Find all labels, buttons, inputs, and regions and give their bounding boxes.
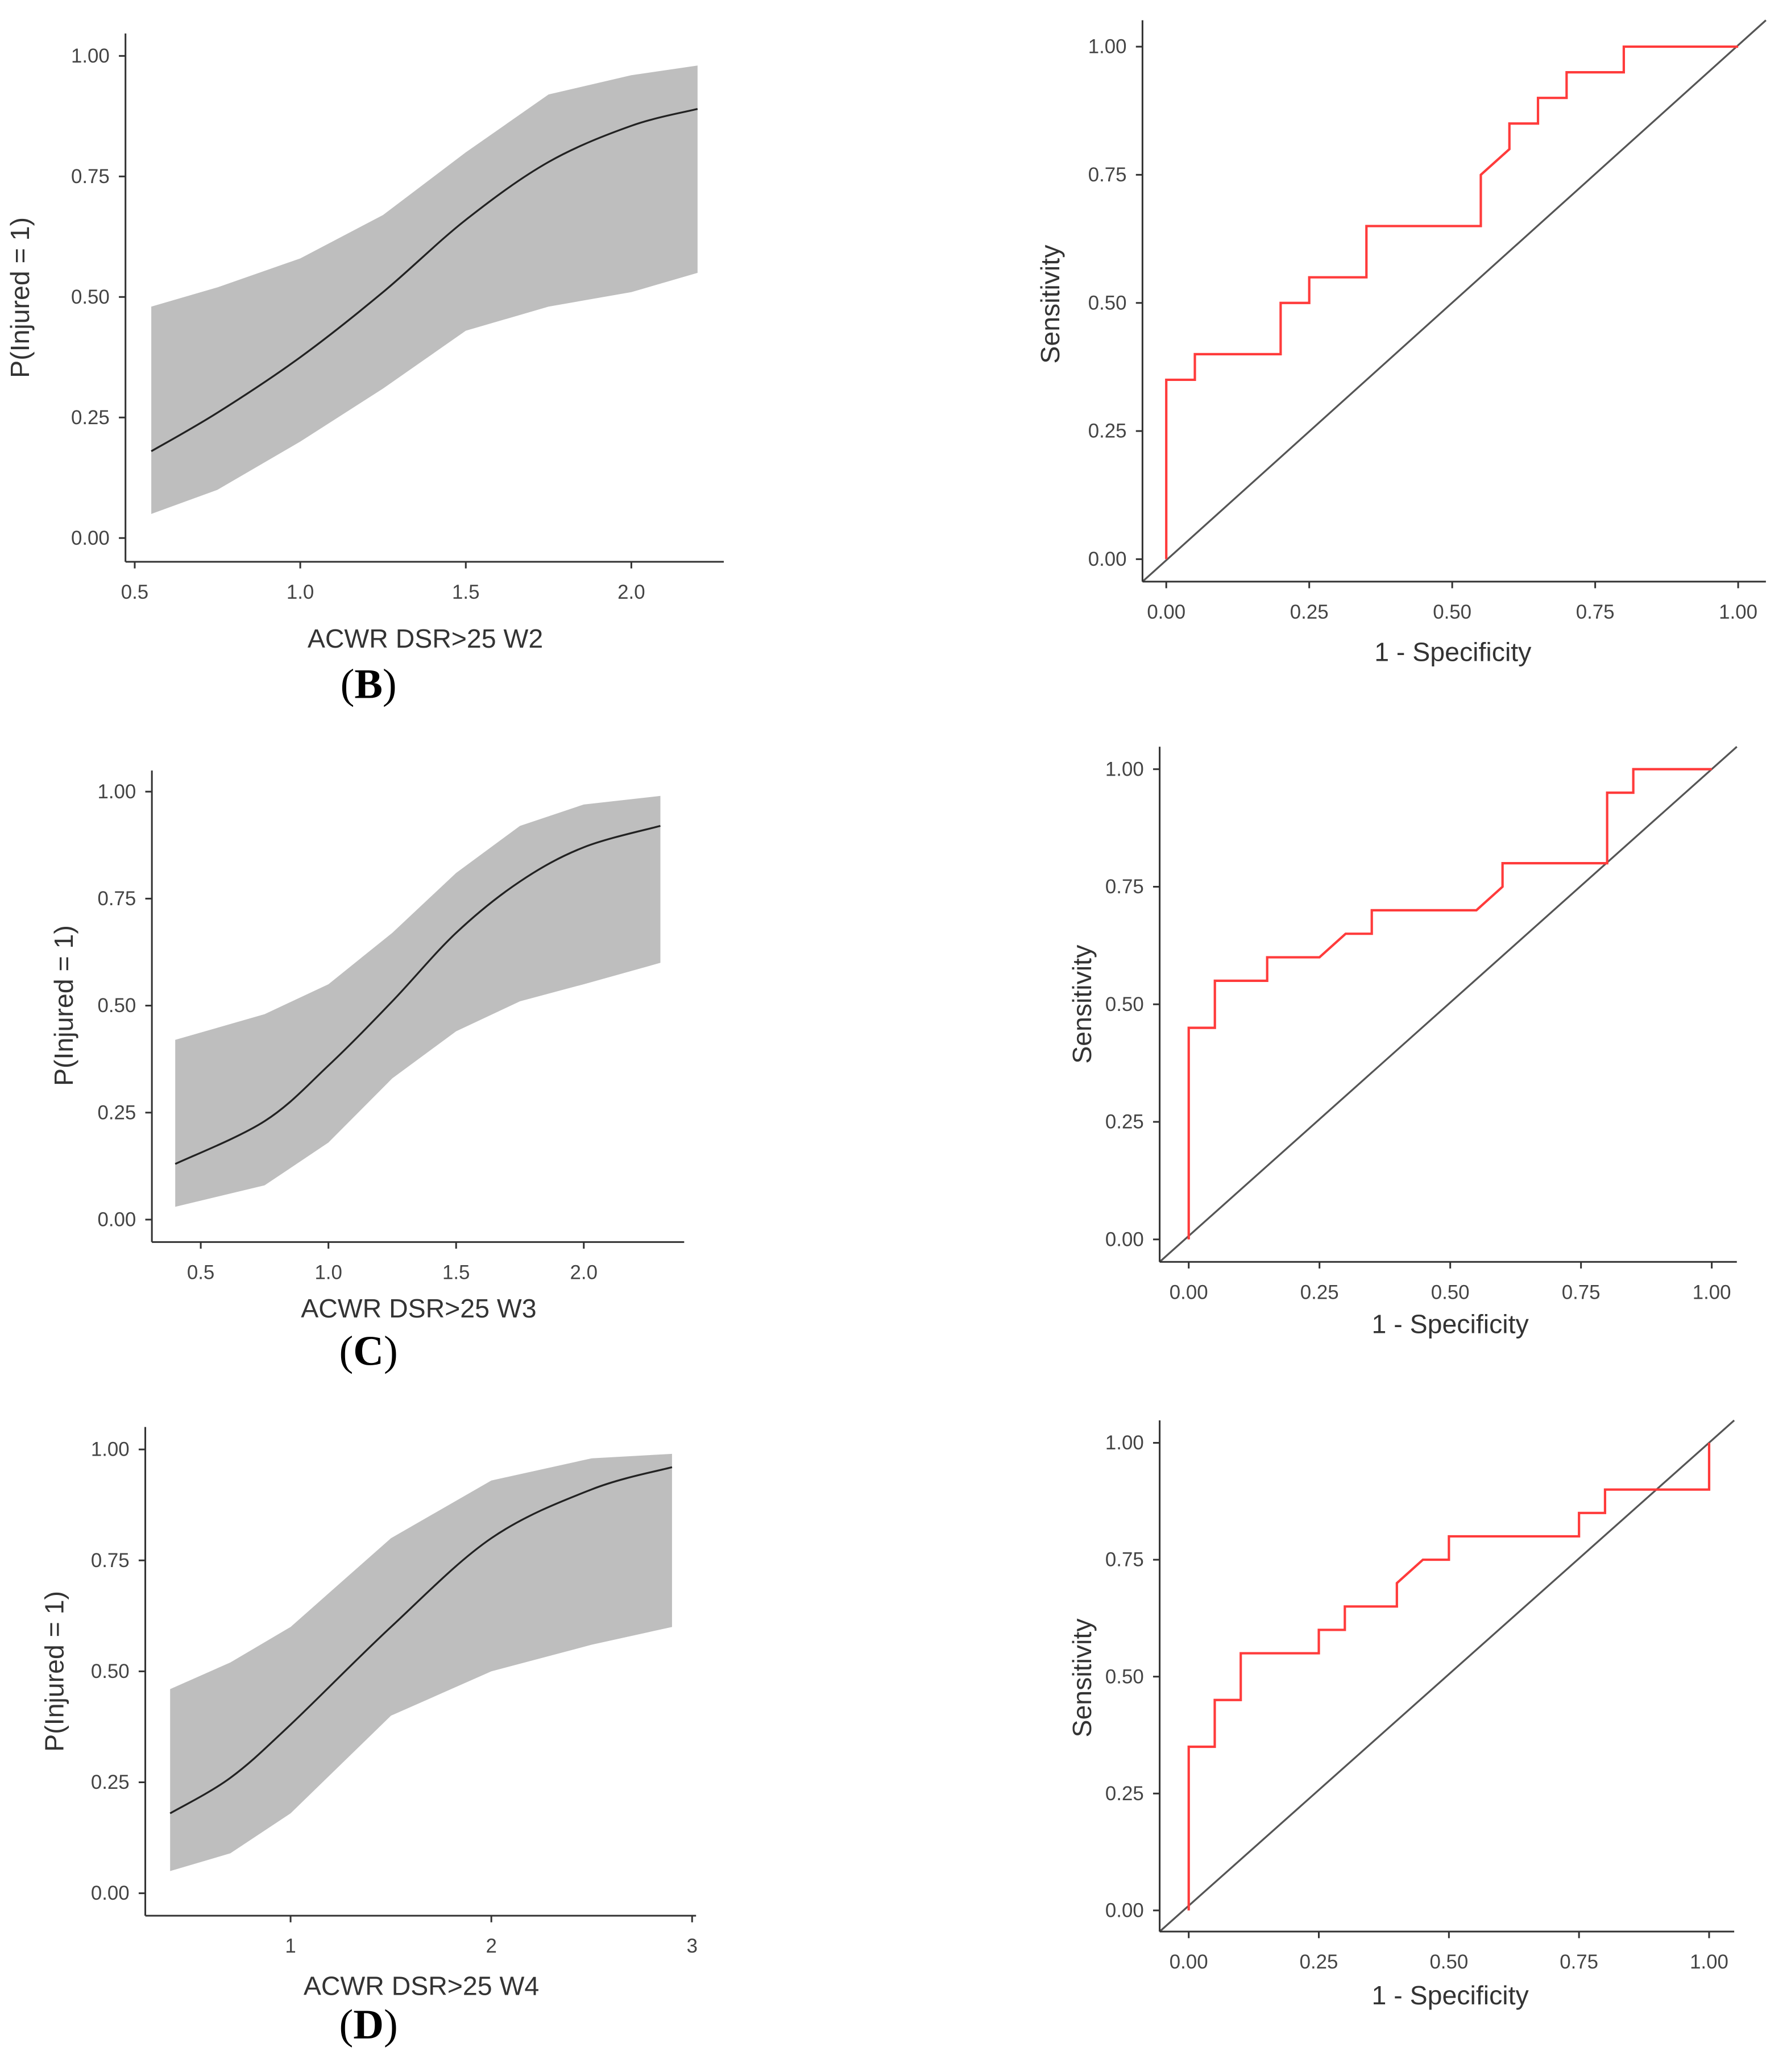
x-tick-label: 1.0 xyxy=(314,1261,342,1283)
y-axis-title: P(Injured = 1) xyxy=(5,217,35,378)
panel-label: (C) xyxy=(339,1328,398,1374)
y-tick-label: 0.00 xyxy=(97,1209,136,1231)
y-tick-label: 0.25 xyxy=(1088,420,1127,442)
x-tick-label: 0.00 xyxy=(1170,1281,1208,1303)
y-axis-title: P(Injured = 1) xyxy=(49,925,78,1086)
y-tick-label: 0.00 xyxy=(1088,548,1127,570)
reference-diagonal xyxy=(1142,19,1767,583)
x-tick-label: 0.50 xyxy=(1431,1281,1470,1303)
roc-curve xyxy=(1165,45,1739,560)
y-tick-label: 0.75 xyxy=(1105,876,1144,898)
x-axis-title: 1 - Specificity xyxy=(1374,637,1532,666)
x-axis-title: ACWR DSR>25 W3 xyxy=(301,1294,536,1323)
y-tick-label: 0.25 xyxy=(97,1101,136,1124)
chart-panel-3: 0.00 0.25 0.50 0.75 1.00 0.00 0.25 0.50 0.75 1.00… xyxy=(1067,746,1738,1339)
x-axis-title: 1 - Specificity xyxy=(1372,1309,1529,1339)
x-tick-label: 2.0 xyxy=(617,581,645,603)
x-tick-label: 0.5 xyxy=(121,581,148,603)
y-tick-label: 0.00 xyxy=(71,527,110,549)
chart-panel-5: 0.00 0.25 0.50 0.75 1.00 0.00 0.25 0.50 0.75 1.00… xyxy=(1067,1419,1735,2010)
panel-paren-open: ( xyxy=(341,661,355,707)
x-tick-label: 1.0 xyxy=(287,581,314,603)
y-axis-title: Sensitivity xyxy=(1067,1618,1097,1738)
panel-paren-close: ) xyxy=(384,2001,398,2048)
x-tick-label: 0.75 xyxy=(1576,601,1615,623)
y-tick-label: 1.00 xyxy=(1105,758,1144,780)
reference-diagonal xyxy=(1159,746,1738,1263)
y-tick-label: 0.50 xyxy=(1105,1665,1144,1688)
chart-panel-4: 1 2 3 0.00 0.25 0.50 0.75 1.00 ACWR DSR>25 W4 P(I… xyxy=(40,1427,698,2048)
x-tick-label: 1.00 xyxy=(1690,1951,1728,1973)
x-tick-label: 0.00 xyxy=(1170,1951,1208,1973)
x-tick-label: 1 xyxy=(285,1935,296,1957)
panel-letter: B xyxy=(354,661,383,707)
panel-letter: D xyxy=(353,2001,384,2048)
x-axis-title: 1 - Specificity xyxy=(1372,1980,1529,2010)
x-tick-label: 0.25 xyxy=(1300,1951,1338,1973)
y-tick-label: 0.75 xyxy=(91,1549,130,1572)
y-axis-title: Sensitivity xyxy=(1067,944,1097,1064)
x-tick-label: 2.0 xyxy=(570,1261,598,1283)
y-tick-label: 0.25 xyxy=(1105,1783,1144,1805)
y-tick-label: 0.00 xyxy=(1105,1899,1144,1921)
y-tick-label: 1.00 xyxy=(71,45,110,67)
chart-panel-2: 0.5 1.0 1.5 2.0 0.00 0.25 0.50 0.75 1.00 ACWR DSR… xyxy=(49,770,685,1374)
chart-panel-0: 0.5 1.0 1.5 2.0 0.00 0.25 0.50 0.75 1.00 ACWR DSR… xyxy=(5,33,724,707)
x-tick-label: 0.25 xyxy=(1300,1281,1339,1303)
y-tick-label: 0.75 xyxy=(71,165,110,188)
y-tick-label: 1.00 xyxy=(91,1439,130,1461)
y-tick-label: 1.00 xyxy=(1088,36,1127,58)
predicted-probability-line xyxy=(151,108,698,453)
x-tick-label: 0.50 xyxy=(1433,601,1471,623)
confidence-band xyxy=(151,65,698,514)
confidence-band xyxy=(175,795,661,1207)
predicted-probability-line xyxy=(175,824,661,1165)
y-tick-label: 0.50 xyxy=(91,1660,130,1683)
x-tick-label: 0.50 xyxy=(1429,1951,1468,1973)
confidence-band xyxy=(170,1453,672,1871)
x-tick-label: 1.5 xyxy=(442,1261,470,1283)
x-tick-label: 3 xyxy=(687,1935,698,1957)
y-tick-label: 0.50 xyxy=(71,286,110,308)
y-tick-label: 0.25 xyxy=(71,407,110,429)
panel-paren-open: ( xyxy=(339,1328,354,1374)
x-tick-label: 1.00 xyxy=(1693,1281,1731,1303)
panel-letter: C xyxy=(353,1328,384,1374)
y-axis-title: Sensitivity xyxy=(1035,245,1065,364)
x-tick-label: 0.5 xyxy=(187,1261,214,1283)
x-tick-label: 0.75 xyxy=(1562,1281,1601,1303)
panel-label: (D) xyxy=(339,2001,398,2048)
roc-curve xyxy=(1187,1443,1711,1911)
x-tick-label: 2 xyxy=(486,1935,496,1957)
predicted-probability-line xyxy=(169,1466,673,1814)
x-tick-label: 0.00 xyxy=(1147,601,1185,623)
y-tick-label: 0.50 xyxy=(1088,292,1127,314)
panel-paren-open: ( xyxy=(339,2001,354,2048)
y-tick-label: 0.25 xyxy=(1105,1111,1144,1133)
x-axis-title: ACWR DSR>25 W2 xyxy=(308,624,543,653)
y-tick-label: 0.25 xyxy=(91,1771,130,1793)
y-tick-label: 0.00 xyxy=(1105,1228,1144,1250)
y-tick-label: 0.75 xyxy=(97,888,136,910)
x-axis-title: ACWR DSR>25 W4 xyxy=(304,1971,539,2001)
panel-paren-close: ) xyxy=(383,661,397,707)
x-tick-label: 1.00 xyxy=(1719,601,1757,623)
roc-curve xyxy=(1187,768,1712,1240)
y-tick-label: 0.50 xyxy=(1105,993,1144,1016)
y-tick-label: 1.00 xyxy=(1105,1432,1144,1454)
x-tick-label: 1.5 xyxy=(452,581,479,603)
y-axis-title: P(Injured = 1) xyxy=(40,1591,69,1752)
panel-label: (B) xyxy=(341,661,397,707)
y-tick-label: 0.00 xyxy=(91,1882,130,1904)
x-tick-label: 0.75 xyxy=(1560,1951,1598,1973)
y-tick-label: 1.00 xyxy=(97,781,136,803)
y-tick-label: 0.75 xyxy=(1105,1549,1144,1571)
y-tick-label: 0.75 xyxy=(1088,164,1127,186)
reference-diagonal xyxy=(1159,1419,1735,1933)
panel-paren-close: ) xyxy=(384,1328,398,1374)
x-tick-label: 0.25 xyxy=(1290,601,1329,623)
chart-panel-1: 0.00 0.25 0.50 0.75 1.00 0.00 0.25 0.50 0.75 1.00… xyxy=(1035,19,1767,666)
y-tick-label: 0.50 xyxy=(97,994,136,1017)
